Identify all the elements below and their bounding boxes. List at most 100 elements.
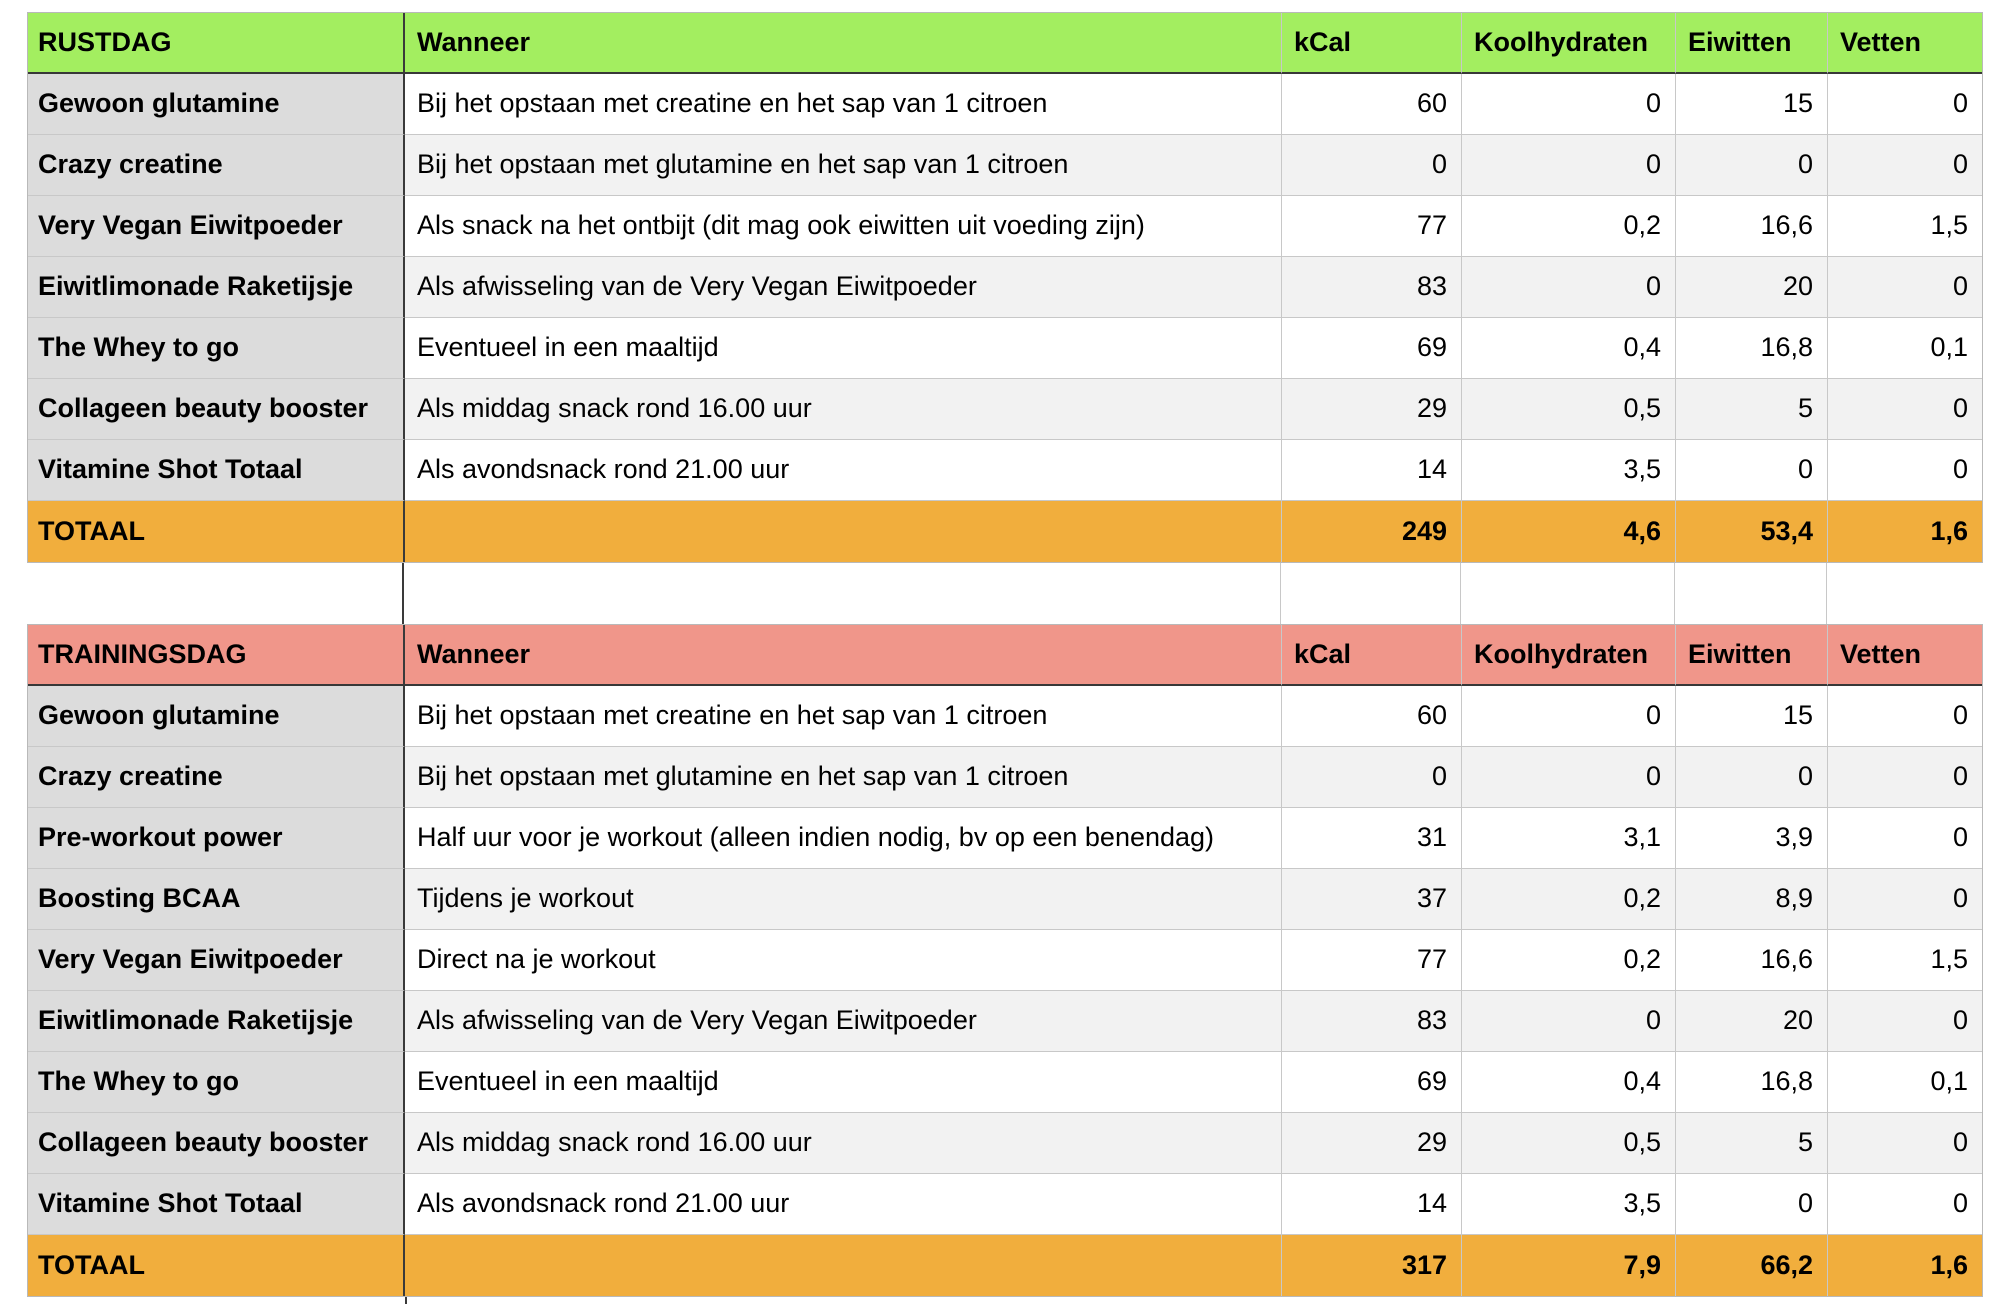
cell-product-name[interactable]: Eiwitlimonade Raketijsje bbox=[28, 991, 405, 1052]
cell-product-name[interactable]: Eiwitlimonade Raketijsje bbox=[28, 257, 405, 318]
cell-product-name[interactable]: Crazy creatine bbox=[28, 747, 405, 808]
cell-kcal[interactable]: 77 bbox=[1282, 196, 1462, 257]
cell-kcal[interactable]: 29 bbox=[1282, 379, 1462, 440]
cell-vetten[interactable]: 0 bbox=[1828, 257, 1982, 318]
cell-eiwitten[interactable]: 0 bbox=[1676, 1174, 1828, 1235]
cell-kcal[interactable]: 29 bbox=[1282, 1113, 1462, 1174]
cell-product-name[interactable]: Very Vegan Eiwitpoeder bbox=[28, 196, 405, 257]
cell-when[interactable]: Als afwisseling van de Very Vegan Eiwitp… bbox=[405, 257, 1282, 318]
spacer-cell[interactable] bbox=[27, 563, 404, 624]
cell-total-eiwitten[interactable]: 53,4 bbox=[1676, 501, 1828, 562]
cell-eiwitten[interactable]: 20 bbox=[1676, 991, 1828, 1052]
cell-koolhydraten[interactable]: 0,5 bbox=[1462, 379, 1676, 440]
cell-vetten[interactable]: 0 bbox=[1828, 747, 1982, 808]
cell-vetten[interactable]: 0 bbox=[1828, 440, 1982, 501]
cell-vetten[interactable]: 1,5 bbox=[1828, 196, 1982, 257]
cell-total-koolhydraten[interactable]: 7,9 bbox=[1462, 1235, 1676, 1296]
cell-koolhydraten[interactable]: 0,4 bbox=[1462, 1052, 1676, 1113]
cell-when[interactable]: Als afwisseling van de Very Vegan Eiwitp… bbox=[405, 991, 1282, 1052]
cell-eiwitten[interactable]: 0 bbox=[1676, 747, 1828, 808]
cell-kcal[interactable]: 83 bbox=[1282, 257, 1462, 318]
cell-vetten[interactable]: 0 bbox=[1828, 1174, 1982, 1235]
cell-product-name[interactable]: Gewoon glutamine bbox=[28, 686, 405, 747]
cell-kcal[interactable]: 60 bbox=[1282, 74, 1462, 135]
cell-kcal[interactable]: 83 bbox=[1282, 991, 1462, 1052]
cell-product-name[interactable]: The Whey to go bbox=[28, 1052, 405, 1113]
cell-kcal[interactable]: 60 bbox=[1282, 686, 1462, 747]
cell-kcal[interactable]: 69 bbox=[1282, 1052, 1462, 1113]
cell-koolhydraten[interactable]: 0,2 bbox=[1462, 930, 1676, 991]
cell-eiwitten[interactable]: 15 bbox=[1676, 74, 1828, 135]
cell-product-name[interactable]: Crazy creatine bbox=[28, 135, 405, 196]
cell-eiwitten[interactable]: 5 bbox=[1676, 379, 1828, 440]
cell-when[interactable]: Als avondsnack rond 21.00 uur bbox=[405, 1174, 1282, 1235]
column-header-eiwitten[interactable]: Eiwitten bbox=[1676, 13, 1828, 74]
cell-vetten[interactable]: 0 bbox=[1828, 808, 1982, 869]
cell-total-vetten[interactable]: 1,6 bbox=[1828, 1235, 1982, 1296]
cell-vetten[interactable]: 0 bbox=[1828, 686, 1982, 747]
cell-product-name[interactable]: Pre-workout power bbox=[28, 808, 405, 869]
cell-koolhydraten[interactable]: 3,5 bbox=[1462, 440, 1676, 501]
cell-when[interactable]: Eventueel in een maaltijd bbox=[405, 1052, 1282, 1113]
cell-koolhydraten[interactable]: 0 bbox=[1462, 74, 1676, 135]
cell-product-name[interactable]: Vitamine Shot Totaal bbox=[28, 440, 405, 501]
cell-total-vetten[interactable]: 1,6 bbox=[1828, 501, 1982, 562]
cell-total-label[interactable]: TOTAAL bbox=[28, 1235, 405, 1296]
cell-kcal[interactable]: 31 bbox=[1282, 808, 1462, 869]
column-header-wanneer[interactable]: Wanneer bbox=[405, 13, 1282, 74]
column-header-wanneer[interactable]: Wanneer bbox=[405, 625, 1282, 686]
cell-vetten[interactable]: 0 bbox=[1828, 379, 1982, 440]
cell-product-name[interactable]: Very Vegan Eiwitpoeder bbox=[28, 930, 405, 991]
cell-product-name[interactable]: Collageen beauty booster bbox=[28, 379, 405, 440]
cell-when[interactable]: Bij het opstaan met glutamine en het sap… bbox=[405, 135, 1282, 196]
cell-vetten[interactable]: 0 bbox=[1828, 991, 1982, 1052]
cell-eiwitten[interactable]: 20 bbox=[1676, 257, 1828, 318]
cell-eiwitten[interactable]: 16,6 bbox=[1676, 196, 1828, 257]
cell-total-label[interactable]: TOTAAL bbox=[28, 501, 405, 562]
cell-kcal[interactable]: 37 bbox=[1282, 869, 1462, 930]
column-header-vetten[interactable]: Vetten bbox=[1828, 13, 1982, 74]
cell-kcal[interactable]: 69 bbox=[1282, 318, 1462, 379]
cell-product-name[interactable]: Collageen beauty booster bbox=[28, 1113, 405, 1174]
cell-eiwitten[interactable]: 0 bbox=[1676, 440, 1828, 501]
column-header-kcal[interactable]: kCal bbox=[1282, 625, 1462, 686]
spacer-cell[interactable] bbox=[1675, 563, 1827, 624]
cell-when[interactable]: Bij het opstaan met glutamine en het sap… bbox=[405, 747, 1282, 808]
cell-koolhydraten[interactable]: 3,5 bbox=[1462, 1174, 1676, 1235]
cell-koolhydraten[interactable]: 0 bbox=[1462, 686, 1676, 747]
spacer-cell[interactable] bbox=[404, 563, 1281, 624]
cell-vetten[interactable]: 0,1 bbox=[1828, 318, 1982, 379]
cell-when[interactable]: Bij het opstaan met creatine en het sap … bbox=[405, 74, 1282, 135]
column-header-koolhydraten[interactable]: Koolhydraten bbox=[1462, 13, 1676, 74]
cell-when[interactable]: Als middag snack rond 16.00 uur bbox=[405, 379, 1282, 440]
cell-product-name[interactable]: The Whey to go bbox=[28, 318, 405, 379]
cell-vetten[interactable]: 0 bbox=[1828, 135, 1982, 196]
cell-total-kcal[interactable]: 249 bbox=[1282, 501, 1462, 562]
cell-kcal[interactable]: 77 bbox=[1282, 930, 1462, 991]
cell-koolhydraten[interactable]: 0 bbox=[1462, 257, 1676, 318]
cell-total-when-empty[interactable] bbox=[405, 501, 1282, 562]
cell-koolhydraten[interactable]: 0,2 bbox=[1462, 869, 1676, 930]
spacer-cell[interactable] bbox=[1461, 563, 1675, 624]
cell-product-name[interactable]: Gewoon glutamine bbox=[28, 74, 405, 135]
cell-kcal[interactable]: 0 bbox=[1282, 135, 1462, 196]
cell-when[interactable]: Tijdens je workout bbox=[405, 869, 1282, 930]
rustdag-title-cell[interactable]: RUSTDAG bbox=[28, 13, 405, 74]
cell-koolhydraten[interactable]: 0,2 bbox=[1462, 196, 1676, 257]
cell-eiwitten[interactable]: 16,6 bbox=[1676, 930, 1828, 991]
column-header-eiwitten[interactable]: Eiwitten bbox=[1676, 625, 1828, 686]
cell-vetten[interactable]: 0 bbox=[1828, 74, 1982, 135]
column-header-koolhydraten[interactable]: Koolhydraten bbox=[1462, 625, 1676, 686]
cell-eiwitten[interactable]: 15 bbox=[1676, 686, 1828, 747]
cell-eiwitten[interactable]: 16,8 bbox=[1676, 318, 1828, 379]
cell-total-koolhydraten[interactable]: 4,6 bbox=[1462, 501, 1676, 562]
cell-kcal[interactable]: 14 bbox=[1282, 1174, 1462, 1235]
cell-total-when-empty[interactable] bbox=[405, 1235, 1282, 1296]
cell-koolhydraten[interactable]: 0 bbox=[1462, 135, 1676, 196]
cell-eiwitten[interactable]: 16,8 bbox=[1676, 1052, 1828, 1113]
spacer-cell[interactable] bbox=[1281, 563, 1461, 624]
cell-kcal[interactable]: 14 bbox=[1282, 440, 1462, 501]
cell-vetten[interactable]: 0,1 bbox=[1828, 1052, 1982, 1113]
cell-eiwitten[interactable]: 3,9 bbox=[1676, 808, 1828, 869]
column-header-kcal[interactable]: kCal bbox=[1282, 13, 1462, 74]
